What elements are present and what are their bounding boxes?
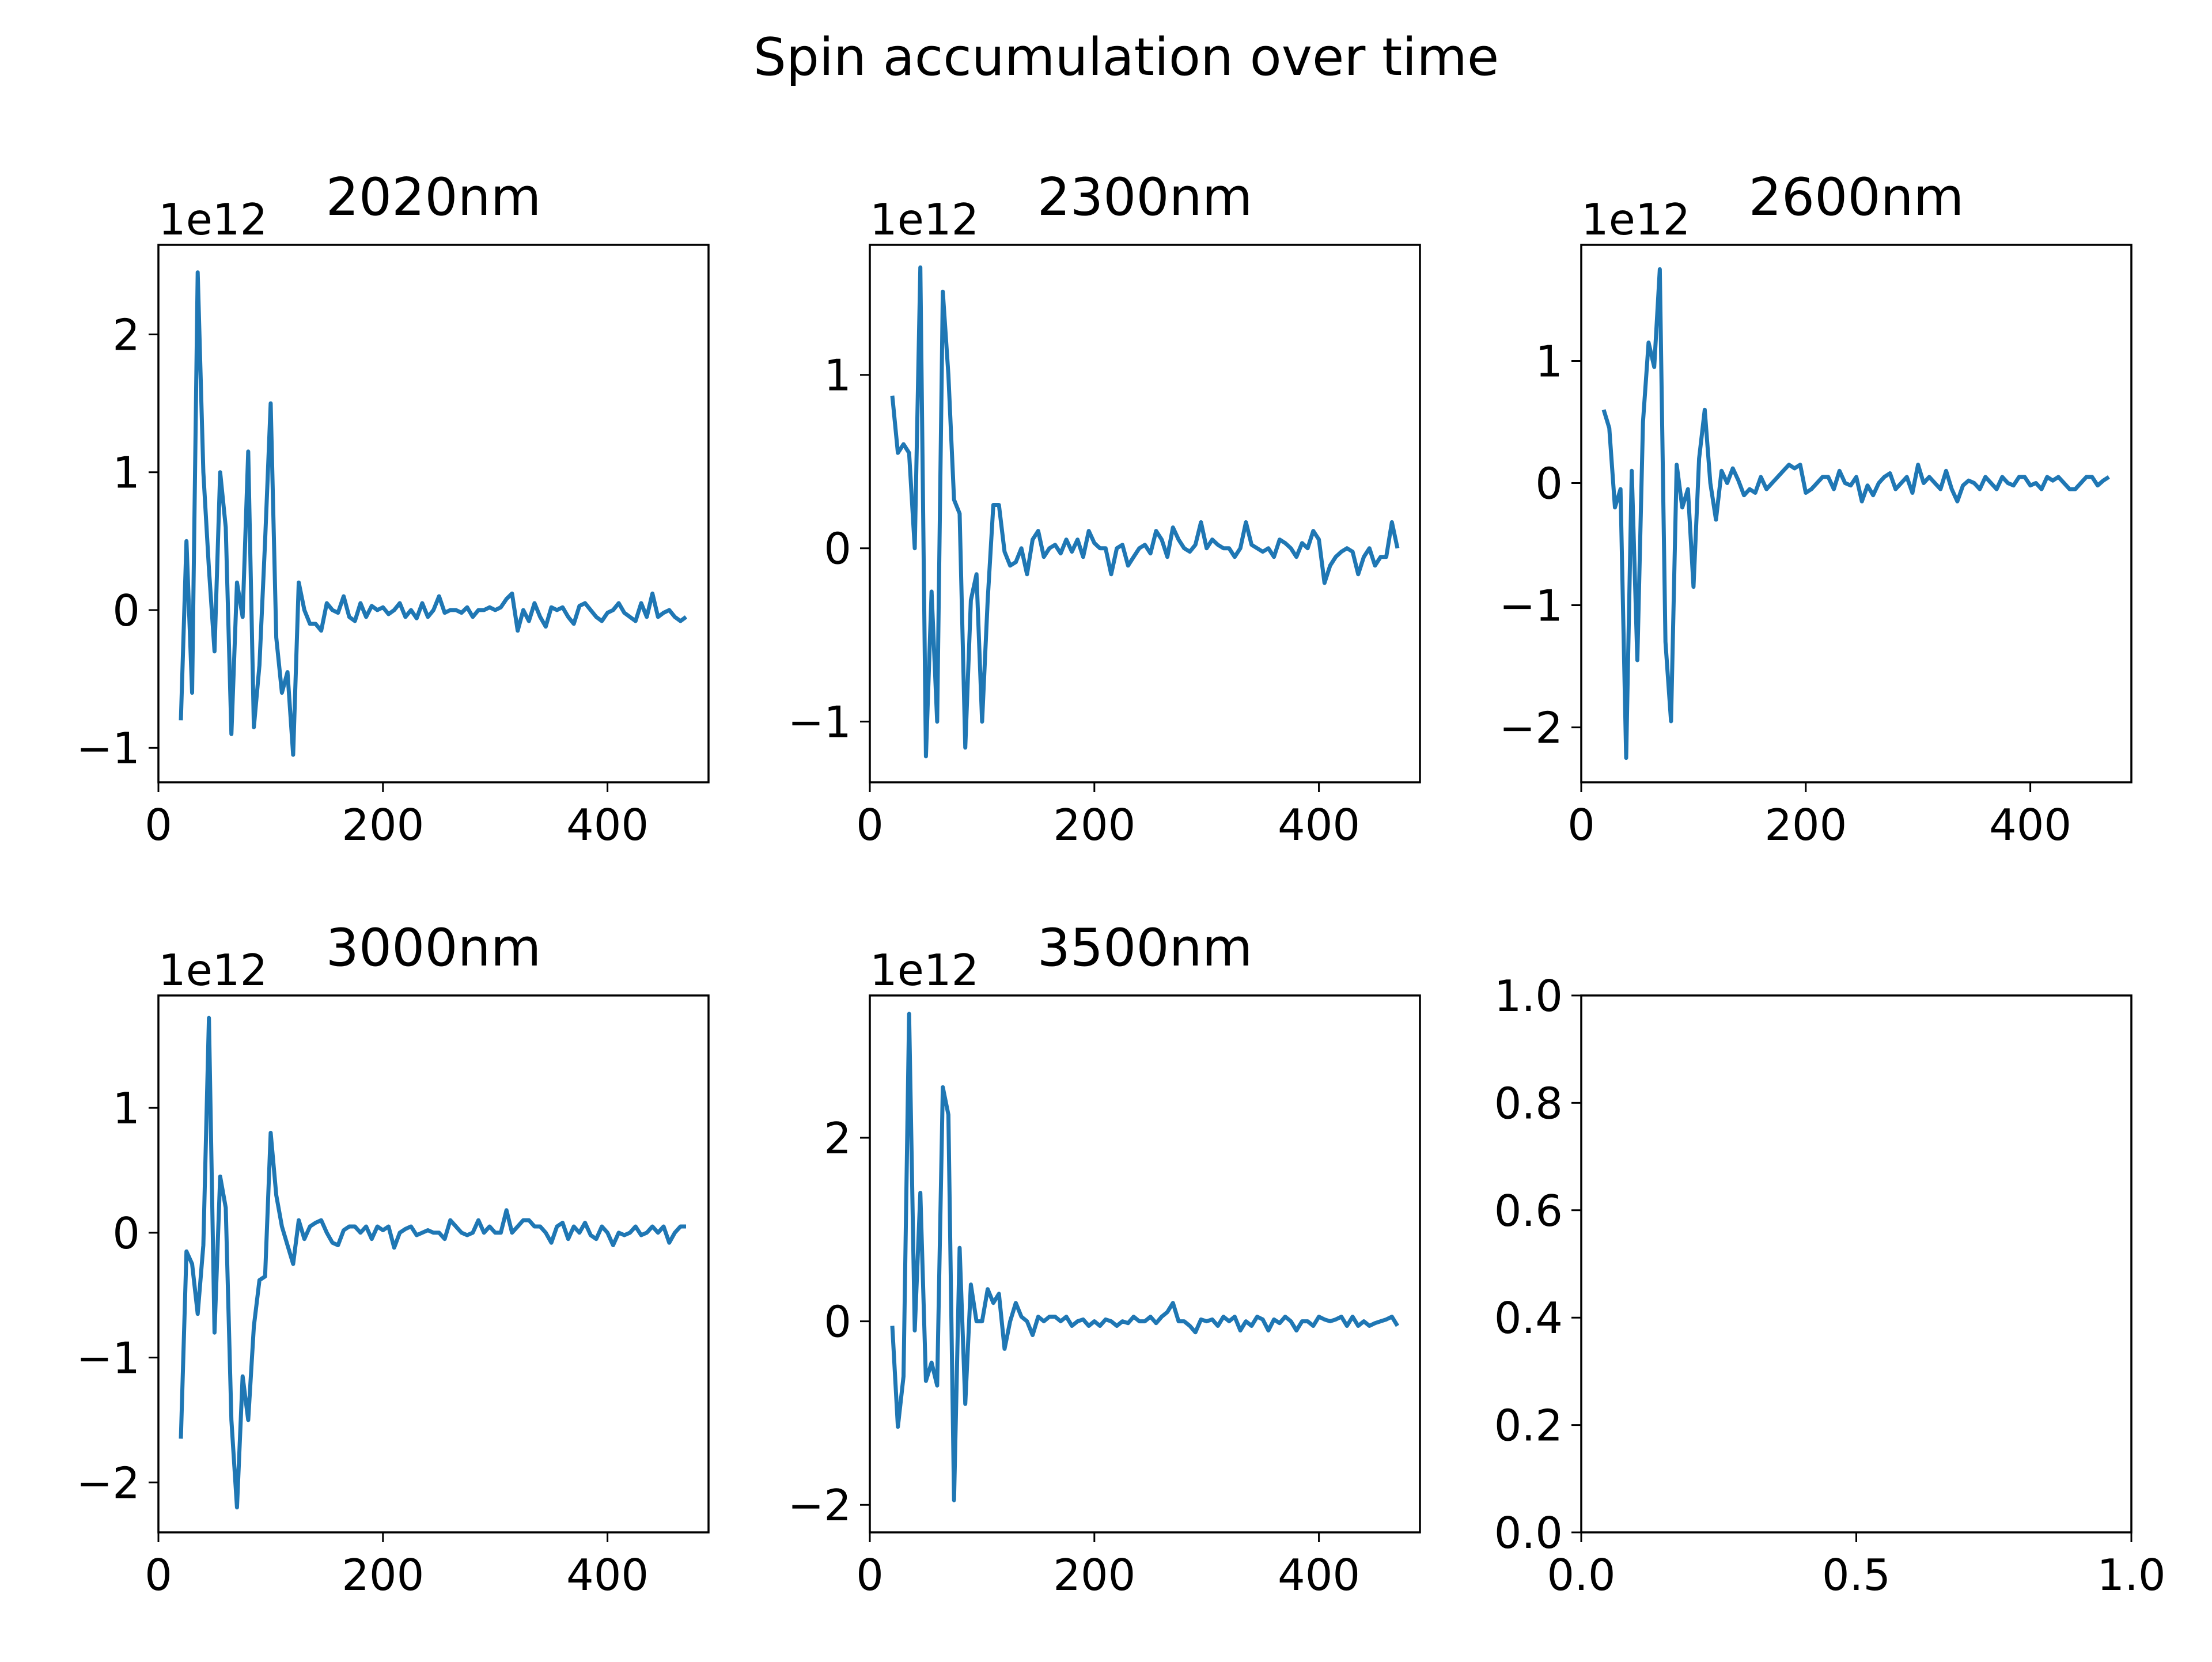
x-tick-label: 200 <box>1764 800 1847 850</box>
x-tick-label: 200 <box>342 800 424 850</box>
subplot-title: 2300nm <box>1037 167 1253 228</box>
y-tick-label: 0.2 <box>1494 1400 1563 1451</box>
x-tick-label: 400 <box>1278 1550 1360 1600</box>
y-offset-label: 1e12 <box>158 945 267 995</box>
y-tick-label: −2 <box>76 1457 140 1508</box>
y-tick-label: −2 <box>1499 703 1563 754</box>
y-tick-label: 2 <box>824 1113 851 1164</box>
y-tick-label: 2 <box>112 310 140 361</box>
y-tick-label: 0.4 <box>1494 1293 1563 1343</box>
x-tick-label: 200 <box>1053 800 1135 850</box>
subplot-title: 2020nm <box>326 167 541 228</box>
axes-frame <box>869 994 1421 1534</box>
axes-frame <box>157 994 710 1534</box>
subplot-4: 0 200 400 −2 −1 0 1 3000nm 1e12 <box>76 918 710 1600</box>
y-tick-label: 1 <box>112 1083 140 1134</box>
subplot-title: 3500nm <box>1037 918 1253 978</box>
x-tick-label: 400 <box>1278 800 1360 850</box>
x-tick-label: 0 <box>145 1550 172 1600</box>
subplot-6: 0.0 0.5 1.0 0.0 0.2 0.4 0.6 0.8 1.0 <box>1494 971 2166 1600</box>
subplot-3: 0 200 400 −2 −1 0 1 2600nm 1e12 <box>1499 167 2133 850</box>
y-tick-label: −2 <box>787 1480 851 1531</box>
series-line-1 <box>179 1016 686 1510</box>
series-line-1 <box>890 1012 1399 1502</box>
x-tick-label: 0 <box>856 1550 884 1600</box>
series-line-1 <box>890 265 1400 759</box>
y-offset-label: 1e12 <box>870 945 979 995</box>
subplot-title: 3000nm <box>326 918 541 978</box>
x-tick-label: 400 <box>566 800 649 850</box>
y-tick-label: 0 <box>824 524 851 574</box>
figure-title: Spin accumulation over time <box>753 27 1499 88</box>
y-tick-label: 0.0 <box>1494 1508 1563 1558</box>
x-tick-label: 200 <box>342 1550 424 1600</box>
subplot-2: 0 200 400 −1 0 1 2300nm 1e12 <box>787 167 1421 850</box>
x-tick-label: 0 <box>856 800 884 850</box>
y-offset-label: 1e12 <box>158 194 267 245</box>
y-offset-label: 1e12 <box>1581 194 1690 245</box>
x-tick-label: 400 <box>1989 800 2071 850</box>
series-line-1 <box>179 270 688 757</box>
y-tick-label: 1 <box>824 350 851 401</box>
y-tick-label: 1 <box>112 448 140 498</box>
x-tick-label: 200 <box>1053 1550 1135 1600</box>
y-tick-label: 1 <box>1535 336 1563 387</box>
x-tick-label: 0.0 <box>1547 1550 1615 1600</box>
series-line-1 <box>1601 267 2110 760</box>
x-tick-label: 0 <box>145 800 172 850</box>
y-tick-label: −1 <box>76 1333 140 1384</box>
y-tick-label: 0.8 <box>1494 1078 1563 1129</box>
axes-frame <box>1580 994 2133 1534</box>
y-tick-label: 0 <box>824 1297 851 1347</box>
x-tick-label: 0 <box>1567 800 1595 850</box>
y-tick-label: 0 <box>112 1208 140 1259</box>
x-tick-label: 1.0 <box>2097 1550 2165 1600</box>
subplot-title: 2600nm <box>1749 167 1964 228</box>
x-tick-label: 400 <box>566 1550 649 1600</box>
y-tick-label: 0 <box>112 585 140 636</box>
x-tick-label: 0.5 <box>1822 1550 1891 1600</box>
axes-frame <box>869 244 1421 783</box>
axes-frame <box>157 244 710 783</box>
y-tick-label: −1 <box>787 697 851 748</box>
y-tick-label: −1 <box>1499 581 1563 631</box>
y-offset-label: 1e12 <box>870 194 979 245</box>
axes-frame <box>1580 244 2133 783</box>
y-tick-label: 0 <box>1535 458 1563 509</box>
y-tick-label: 1.0 <box>1494 971 1563 1021</box>
y-tick-label: −1 <box>76 723 140 774</box>
y-tick-label: 0.6 <box>1494 1186 1563 1236</box>
